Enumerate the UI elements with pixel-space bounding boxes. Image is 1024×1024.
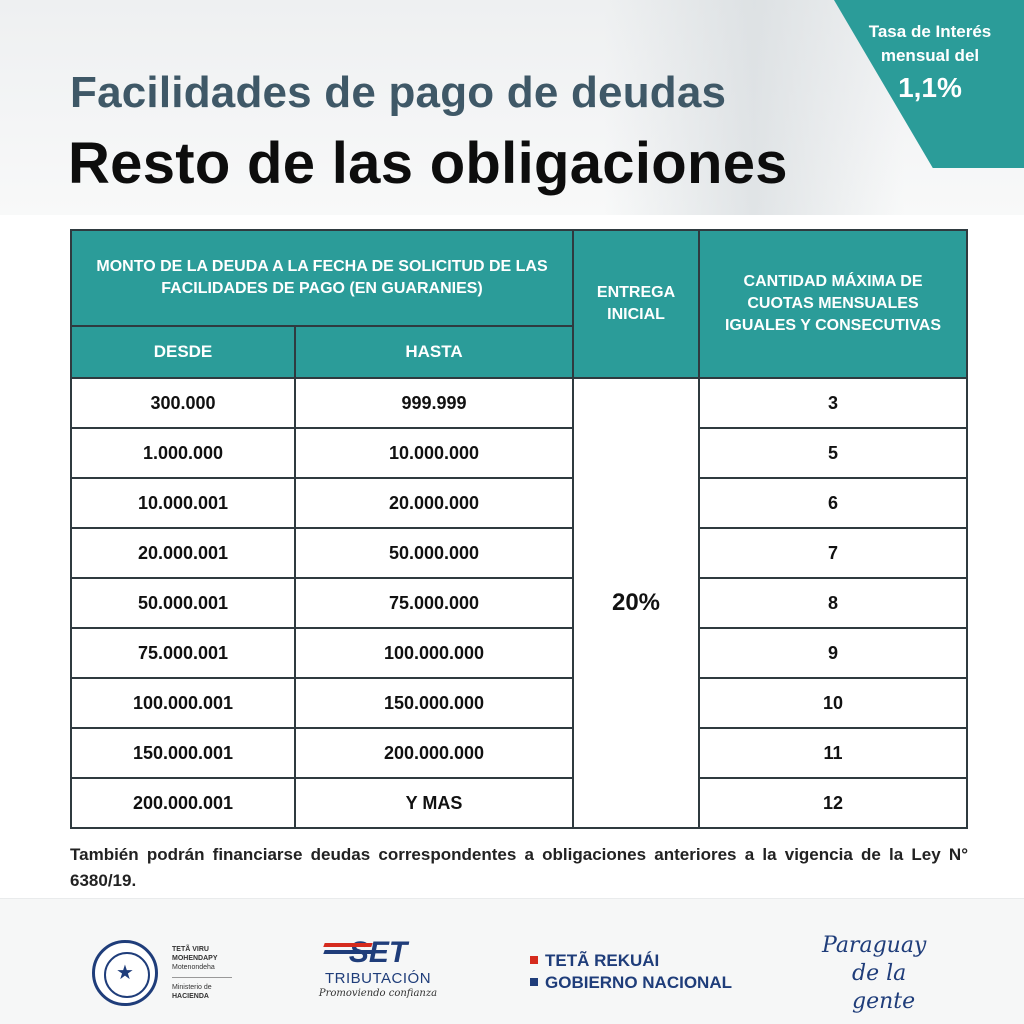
hasta-cell: 50.000.000	[293, 527, 575, 579]
gov-line-1: TETÃ REKUÁI	[530, 950, 732, 972]
desde-cell: 20.000.001	[70, 527, 296, 579]
gov-line-2-text: GOBIERNO NACIONAL	[545, 973, 732, 992]
table-row: 10.000.001 20.000.000 6	[70, 477, 969, 529]
legal-note: También podrán financiarse deudas corres…	[70, 845, 968, 890]
desde-cell: 300.000	[70, 377, 296, 429]
gov-line-2: GOBIERNO NACIONAL	[530, 972, 732, 994]
entrega-inicial-value: 20%	[572, 377, 701, 829]
interest-rate-text: Tasa de Interés mensual del 1,1%	[850, 20, 1010, 106]
red-square-icon	[530, 956, 538, 964]
table-row: 150.000.001 200.000.000 11	[70, 727, 969, 779]
header-background	[0, 0, 1024, 215]
table-row: 50.000.001 75.000.000 8	[70, 577, 969, 629]
rate-label-line1: Tasa de Interés	[868, 22, 992, 41]
payment-facilities-table: MONTO DE LA DEUDA A LA FECHA DE SOLICITU…	[69, 229, 969, 829]
cuotas-cell: 8	[698, 577, 969, 629]
slogan-line-1: Paraguay	[822, 933, 927, 958]
page-title: Facilidades de pago de deudas	[70, 68, 727, 117]
cuotas-cell: 10	[698, 677, 969, 729]
desde-cell: 1.000.000	[70, 427, 296, 479]
table-row: 75.000.001 100.000.000 9	[70, 627, 969, 679]
footer-band	[0, 898, 1024, 1024]
desde-cell: 75.000.001	[70, 627, 296, 679]
desde-cell: 150.000.001	[70, 727, 296, 779]
desde-cell: 100.000.001	[70, 677, 296, 729]
set-tagline: Promoviendo confianza	[318, 988, 438, 999]
gobierno-nacional-logo: TETÃ REKUÁI GOBIERNO NACIONAL	[530, 950, 732, 994]
hasta-cell: 10.000.000	[293, 427, 575, 479]
ministry-line-2: MOHENDAPY	[172, 955, 218, 962]
table-row: 1.000.000 10.000.000 5	[70, 427, 969, 479]
hasta-cell: 999.999	[293, 377, 575, 429]
table-row: 20.000.001 50.000.000 7	[70, 527, 969, 579]
paraguay-de-la-gente-logo: Paraguay de la gente	[822, 932, 962, 1016]
set-tributacion-logo: SET TRIBUTACIÓN Promoviendo confianza	[318, 938, 438, 1000]
ministry-divider	[172, 977, 232, 978]
set-stripes-icon	[323, 943, 373, 957]
desde-cell: 200.000.001	[70, 777, 296, 829]
national-seal-icon: ★	[92, 940, 158, 1006]
set-subtitle: TRIBUTACIÓN	[324, 970, 432, 987]
page-subtitle: Resto de las obligaciones	[68, 131, 788, 196]
debt-amount-group-header: MONTO DE LA DEUDA A LA FECHA DE SOLICITU…	[69, 229, 575, 327]
cuotas-header: CANTIDAD MÁXIMA DE CUOTAS MENSUALES IGUA…	[698, 229, 969, 379]
hasta-cell: 150.000.000	[293, 677, 575, 729]
rate-value: 1,1%	[898, 72, 962, 103]
blue-square-icon	[530, 978, 538, 986]
hasta-header: HASTA	[293, 325, 575, 379]
desde-cell: 10.000.001	[70, 477, 296, 529]
hasta-cell: Y MAS	[293, 777, 575, 829]
star-icon: ★	[116, 962, 134, 984]
table-row: 100.000.001 150.000.000 10	[70, 677, 969, 729]
slogan-line-2: de la gente	[852, 961, 916, 1014]
desde-cell: 50.000.001	[70, 577, 296, 629]
hasta-cell: 200.000.000	[293, 727, 575, 779]
ministry-line-1: TETÃ VIRU	[172, 946, 209, 953]
gov-line-1-text: TETÃ REKUÁI	[545, 951, 660, 970]
table-row: 200.000.001 Y MAS 12	[70, 777, 969, 829]
cuotas-cell: 5	[698, 427, 969, 479]
ministry-line-4: Ministerio de	[172, 984, 212, 991]
rate-label-line2: mensual del	[880, 46, 980, 65]
ministry-line-3: Motenondeha	[172, 964, 215, 971]
ministry-logo: TETÃ VIRU MOHENDAPY Motenondeha Minister…	[172, 945, 252, 1001]
cuotas-cell: 6	[698, 477, 969, 529]
ministry-line-5: HACIENDA	[172, 993, 209, 1000]
hasta-cell: 100.000.000	[293, 627, 575, 679]
cuotas-cell: 12	[698, 777, 969, 829]
cuotas-cell: 7	[698, 527, 969, 579]
desde-header: DESDE	[70, 325, 296, 379]
cuotas-cell: 9	[698, 627, 969, 679]
cuotas-cell: 11	[698, 727, 969, 779]
cuotas-cell: 3	[698, 377, 969, 429]
entrega-inicial-header: ENTREGA INICIAL	[572, 229, 701, 379]
table-row: 300.000 999.999 20% 3	[70, 377, 969, 829]
hasta-cell: 75.000.000	[293, 577, 575, 629]
hasta-cell: 20.000.000	[293, 477, 575, 529]
